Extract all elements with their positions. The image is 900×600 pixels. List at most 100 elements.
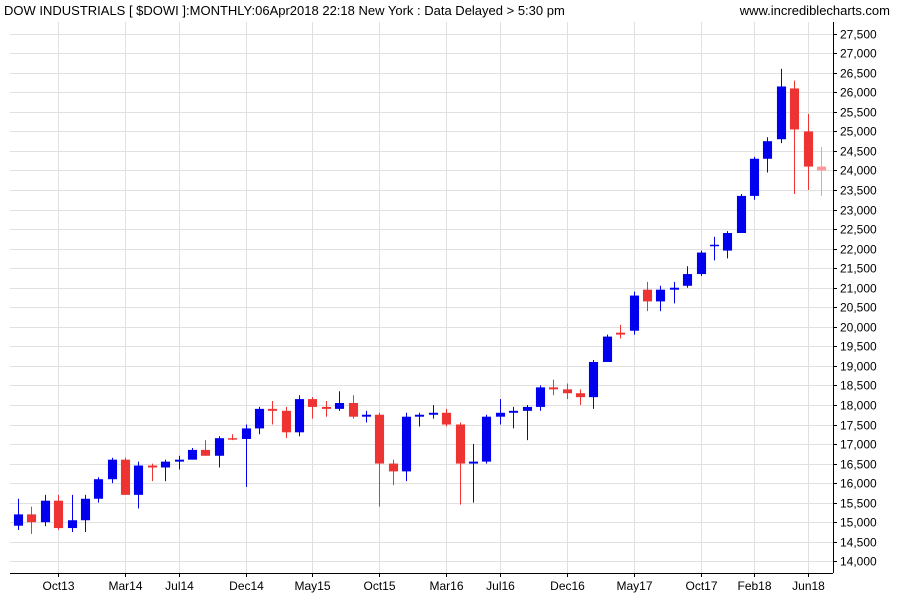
x-tick-label: May17 bbox=[616, 579, 652, 593]
candle bbox=[120, 457, 131, 495]
y-tick-label: 22,000 bbox=[840, 243, 877, 257]
candle bbox=[214, 436, 225, 468]
candle bbox=[321, 401, 332, 417]
candle-body bbox=[522, 406, 533, 411]
candle-body bbox=[174, 459, 185, 462]
candle-body bbox=[588, 361, 599, 398]
y-tick-label: 18,500 bbox=[840, 379, 877, 393]
x-tick-label: Jul14 bbox=[165, 579, 194, 593]
y-tick-label: 16,500 bbox=[840, 458, 877, 472]
candle-body bbox=[428, 412, 439, 415]
x-tick-label: Oct13 bbox=[42, 579, 74, 593]
candle-body bbox=[602, 336, 613, 362]
grid-layer bbox=[10, 22, 833, 573]
candle-body bbox=[816, 166, 827, 171]
candle bbox=[428, 404, 439, 419]
candle-body bbox=[468, 461, 479, 464]
candle-body bbox=[803, 131, 814, 167]
candle bbox=[736, 193, 747, 234]
candle bbox=[709, 236, 720, 261]
x-tick-label: Oct15 bbox=[363, 579, 395, 593]
candle bbox=[481, 414, 492, 464]
y-tick-label: 17,500 bbox=[840, 419, 877, 433]
y-tick-label: 22,500 bbox=[840, 223, 877, 237]
candle-body bbox=[254, 408, 265, 429]
axis-layer: 14,000 14,500 15,000 15,500 16,000 16,500 17,0… bbox=[10, 22, 877, 593]
candle-body bbox=[455, 424, 466, 464]
candle-body bbox=[669, 287, 680, 290]
x-tick-label: Feb18 bbox=[737, 579, 771, 593]
candle bbox=[107, 457, 118, 484]
candle-body bbox=[334, 403, 345, 409]
candle-body bbox=[495, 412, 506, 417]
candle-body bbox=[133, 465, 144, 495]
x-tick-label: Oct17 bbox=[685, 579, 717, 593]
y-tick-label: 23,000 bbox=[840, 204, 877, 218]
candle bbox=[414, 412, 425, 427]
candle-body bbox=[388, 463, 399, 472]
candle-body bbox=[281, 410, 292, 433]
candle bbox=[762, 137, 773, 173]
y-tick-label: 15,000 bbox=[840, 516, 877, 530]
x-tick-label: Jul16 bbox=[486, 579, 515, 593]
y-tick-label: 21,000 bbox=[840, 282, 877, 296]
candle-body bbox=[508, 410, 519, 413]
candle-body bbox=[40, 500, 51, 523]
y-tick-label: 14,500 bbox=[840, 536, 877, 550]
candle bbox=[13, 498, 24, 531]
candle-body bbox=[575, 393, 586, 398]
candle-body bbox=[401, 416, 412, 472]
x-tick-label: Dec14 bbox=[229, 579, 264, 593]
candle bbox=[200, 440, 211, 456]
candle bbox=[522, 404, 533, 441]
y-tick-label: 25,000 bbox=[840, 125, 877, 139]
candle-body bbox=[107, 459, 118, 480]
candle bbox=[535, 385, 546, 411]
candle bbox=[816, 147, 827, 196]
candle-body bbox=[655, 289, 666, 302]
candle bbox=[696, 250, 707, 277]
candle bbox=[40, 494, 51, 527]
candle-body bbox=[535, 387, 546, 407]
candle bbox=[508, 406, 519, 429]
candle-body bbox=[736, 195, 747, 234]
candle-body bbox=[67, 520, 78, 529]
candle-layer bbox=[13, 68, 827, 534]
candle-body bbox=[241, 428, 252, 439]
candle-body bbox=[642, 289, 653, 302]
candle-body bbox=[26, 514, 37, 523]
candle bbox=[441, 408, 452, 427]
candle-body bbox=[348, 403, 359, 417]
candle bbox=[575, 389, 586, 405]
candle bbox=[615, 324, 626, 339]
candle bbox=[294, 395, 305, 437]
candle-body bbox=[120, 459, 131, 495]
candle bbox=[254, 406, 265, 435]
candle bbox=[588, 360, 599, 409]
candle bbox=[495, 399, 506, 425]
candle-body bbox=[615, 332, 626, 335]
candle-body bbox=[762, 141, 773, 159]
candle bbox=[789, 80, 800, 194]
candle bbox=[307, 397, 318, 419]
candle-body bbox=[321, 406, 332, 409]
y-tick-label: 20,500 bbox=[840, 301, 877, 315]
candle-body bbox=[776, 86, 787, 140]
candle bbox=[241, 424, 252, 488]
candle-body bbox=[80, 498, 91, 521]
candle bbox=[401, 412, 412, 482]
y-tick-label: 27,000 bbox=[840, 47, 877, 61]
x-tick-label: Jun18 bbox=[792, 579, 825, 593]
y-tick-label: 27,500 bbox=[840, 28, 877, 42]
candle-body bbox=[160, 461, 171, 468]
y-tick-label: 26,000 bbox=[840, 86, 877, 100]
candle bbox=[133, 461, 144, 509]
candle-body bbox=[749, 158, 760, 196]
candle bbox=[455, 422, 466, 505]
candle-body bbox=[441, 412, 452, 425]
candle bbox=[227, 434, 238, 441]
candle bbox=[53, 494, 64, 531]
candle bbox=[776, 68, 787, 144]
candle-body bbox=[307, 399, 318, 407]
